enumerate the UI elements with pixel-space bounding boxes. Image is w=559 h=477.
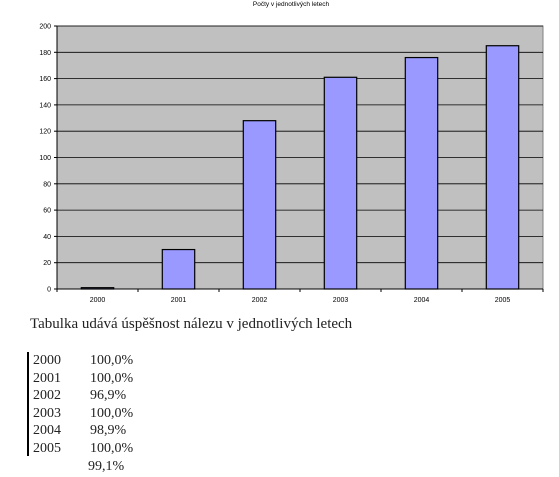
y-tick-label: 200 <box>39 24 51 31</box>
y-tick-label: 100 <box>39 155 51 162</box>
success-rate-table: 2000 100,0% 2001 100,0% 2002 96,9% 2003 … <box>27 352 150 456</box>
bars <box>80 45 520 290</box>
y-tick-label: 0 <box>47 287 51 294</box>
x-tick-label: 2004 <box>414 297 430 304</box>
y-tick-label: 80 <box>43 181 51 188</box>
year-cell: 2003 <box>33 405 61 421</box>
rate-cell: 96,9% <box>90 388 127 403</box>
table-row: 2001 100,0% <box>33 370 150 388</box>
table-row: 2002 96,9% <box>33 387 150 405</box>
x-tick-label: 2002 <box>252 297 268 304</box>
y-tick-label: 20 <box>43 260 51 267</box>
y-axis: 0 20 40 60 80 100 120 140 160 180 200 <box>39 24 58 294</box>
table-row: 2003 100,0% <box>33 405 150 423</box>
y-tick-label: 120 <box>39 129 51 136</box>
table-row: 2000 100,0% <box>33 352 150 370</box>
rate-cell: 100,0% <box>90 440 134 456</box>
x-tick-label: 2003 <box>333 297 349 304</box>
table-row: 2004 98,9% <box>33 422 150 440</box>
x-tick-label: 2005 <box>495 297 511 304</box>
rate-cell: 100,0% <box>90 353 134 368</box>
total-rate: 99,1% <box>88 459 125 474</box>
bar <box>242 120 277 290</box>
y-tick-label: 40 <box>43 234 51 241</box>
bar <box>161 248 196 290</box>
y-tick-label: 160 <box>39 76 51 83</box>
y-tick-label: 60 <box>43 208 51 215</box>
year-cell: 2001 <box>33 370 61 386</box>
x-axis: 2000 2001 2002 2003 2004 2005 <box>56 288 544 304</box>
bar <box>323 76 358 290</box>
table-row: 2005 100,0% <box>33 440 150 458</box>
chart-title: Počty v jednotlivých letech <box>253 1 330 8</box>
year-cell: 2000 <box>33 353 61 368</box>
x-tick-label: 2001 <box>171 297 187 304</box>
rate-cell: 98,9% <box>90 423 127 438</box>
rate-cell: 100,0% <box>90 370 134 386</box>
y-tick-label: 140 <box>39 102 51 109</box>
x-tick-label: 2000 <box>90 297 106 304</box>
grid-lines <box>57 25 543 264</box>
year-cell: 2005 <box>33 440 61 456</box>
table-caption: Tabulka udává úspěšnost nálezu v jednotl… <box>30 316 353 332</box>
rate-cell: 100,0% <box>90 405 134 421</box>
y-tick-label: 180 <box>39 50 51 57</box>
bar-chart: Počty v jednotlivých letech 0 20 40 60 80 100… <box>39 1 544 304</box>
bar <box>404 56 439 290</box>
year-cell: 2002 <box>33 388 61 403</box>
year-cell: 2004 <box>33 423 61 438</box>
bar <box>485 45 520 290</box>
